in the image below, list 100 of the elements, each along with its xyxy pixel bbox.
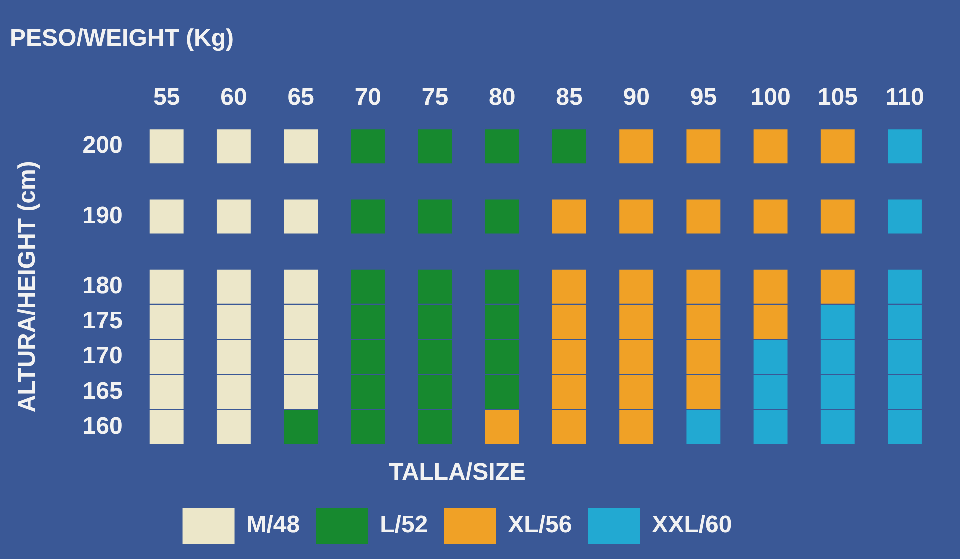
point [686,130,721,164]
point [485,375,520,410]
point [216,200,251,234]
point [754,305,788,339]
point [686,200,721,234]
point [686,340,721,374]
point [284,200,318,234]
point [216,375,251,410]
x-tick-label: 75 [422,84,449,111]
point [351,410,386,444]
y-tick-label: 180 [82,272,123,300]
point [552,270,586,304]
x-tick-label: 60 [220,84,248,111]
point [351,305,386,339]
legend-label: XL/56 [508,512,572,539]
point [284,410,318,444]
x-tick-label: 105 [818,84,858,111]
point [284,270,318,304]
point [418,305,452,339]
y-tick-label: 160 [82,412,123,440]
point [351,130,386,164]
point [216,270,251,304]
point [485,200,520,234]
x-tick-label: 95 [690,84,718,111]
point [754,270,788,304]
point [150,270,184,304]
point [485,410,520,444]
point [686,375,721,410]
point [552,375,586,410]
point [216,340,251,374]
y-tick-label: 200 [82,132,123,160]
point [418,375,452,410]
point [150,340,184,374]
point [620,200,654,234]
x-tick-label: 100 [750,84,791,111]
x-tick-label: 65 [288,84,314,111]
point [418,200,452,234]
point [284,375,318,410]
point [888,200,922,234]
point [284,340,318,374]
legend-label: M/48 [246,512,300,539]
point [418,340,452,374]
point [620,340,654,374]
point [552,200,586,234]
point [820,410,855,444]
point [620,270,654,304]
point [820,270,855,304]
point [620,410,654,444]
point [888,375,922,410]
point [418,130,452,164]
point [620,130,654,164]
point [150,375,184,410]
point [418,410,452,444]
point [620,375,654,410]
point [552,410,586,444]
point [351,375,386,410]
point [820,130,855,164]
point [888,130,922,164]
x-tick-label: 90 [623,84,650,111]
point [284,305,318,339]
point [754,340,788,374]
point [216,410,251,444]
point [888,410,922,444]
point [620,305,654,339]
point [686,305,721,339]
point [552,305,586,339]
x-tick-label: 85 [556,84,583,111]
point [888,305,922,339]
point [150,305,184,339]
legend-title: TALLA/SIZE [389,458,526,486]
y-axis-title: ALTURA/HEIGHT (cm) [14,161,42,413]
point [150,410,184,444]
point [754,200,788,234]
point [351,200,386,234]
point [754,375,788,410]
point [150,200,184,234]
point [150,130,184,164]
point [754,130,788,164]
point [485,130,520,164]
point [351,340,386,374]
y-tick-label: 190 [82,202,123,230]
point [351,270,386,304]
point [552,130,586,164]
point [216,130,251,164]
point [888,340,922,374]
point [485,270,520,304]
point [820,200,855,234]
point [686,270,721,304]
chart-title: PESO/WEIGHT (Kg) [10,25,234,52]
point [754,410,788,444]
point [552,340,586,374]
point [820,340,855,374]
x-tick-label: 80 [489,84,516,111]
y-tick-label: 165 [82,378,123,405]
y-tick-label: 175 [82,308,123,335]
point [284,130,318,164]
point [820,305,855,339]
point [686,410,721,444]
x-tick-label: 110 [886,84,924,111]
x-tick-label: 55 [153,84,180,111]
